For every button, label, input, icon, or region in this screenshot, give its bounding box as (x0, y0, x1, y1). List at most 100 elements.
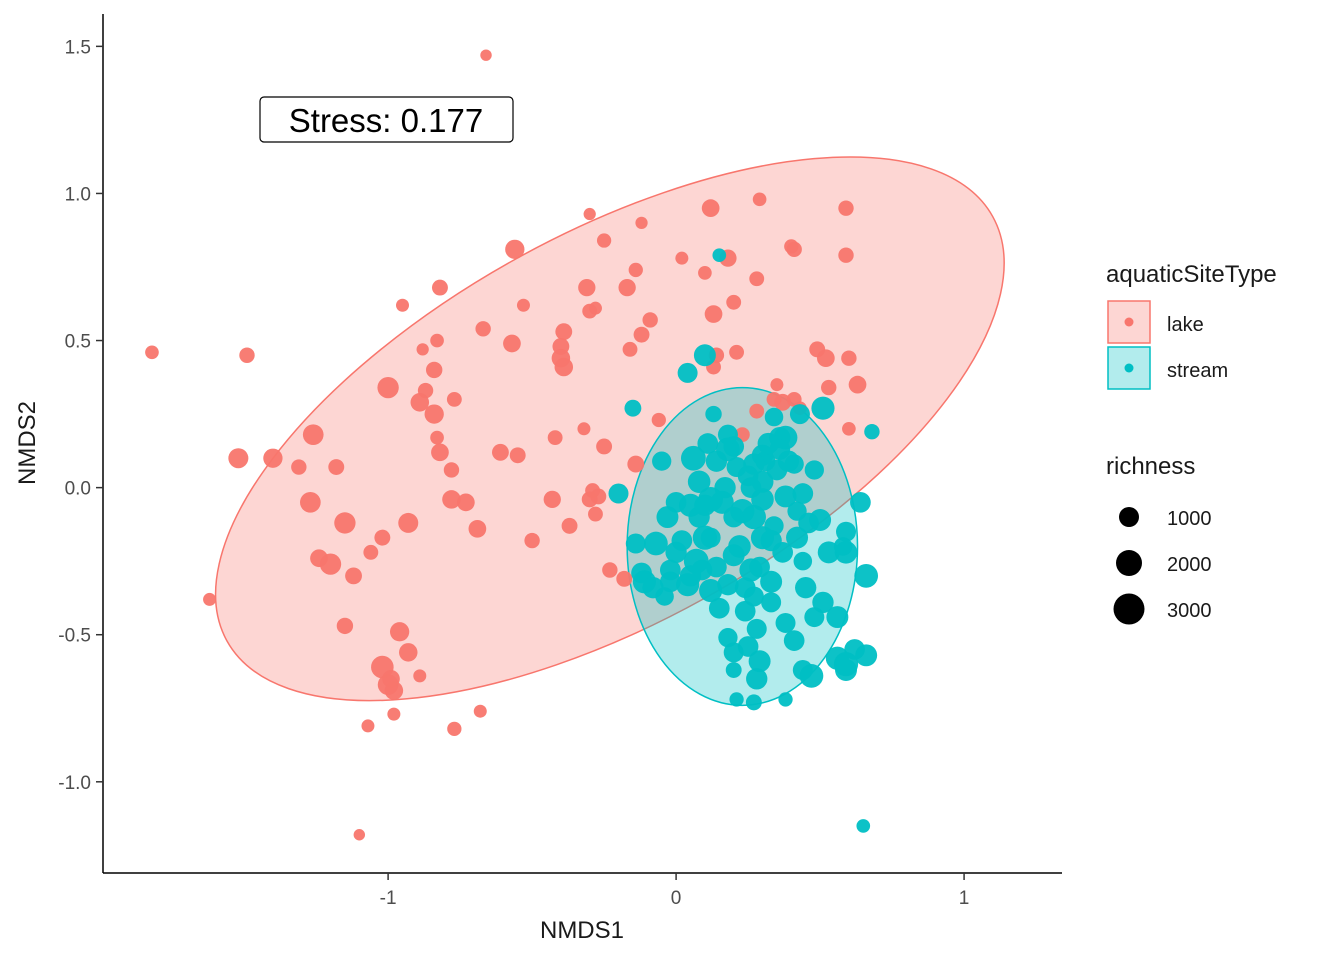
size-key-1000 (1119, 507, 1139, 527)
point-lake (726, 294, 742, 310)
legend-item-lake: lake (1107, 300, 1204, 344)
point-stream (717, 574, 739, 596)
stress-label-box (259, 96, 514, 143)
point-lake (361, 719, 375, 733)
point-stream (680, 445, 706, 471)
point-stream (726, 457, 747, 478)
point-lake (602, 562, 618, 578)
point-stream (625, 533, 646, 554)
y-axis-ticks: -1.0 -0.5 0.0 0.5 1.0 1.5 (58, 37, 103, 794)
confidence-ellipses (214, 156, 1005, 707)
y-axis-title: NMDS2 (14, 401, 41, 485)
point-lake (447, 721, 462, 736)
point-lake (334, 512, 356, 534)
point-stream (677, 362, 698, 383)
point-stream (811, 396, 835, 420)
x-axis-title: NMDS1 (540, 917, 624, 944)
point-stream (708, 597, 730, 619)
point-stream (697, 433, 719, 454)
point-stream (772, 542, 793, 563)
point-stream (722, 544, 745, 567)
y-tick-label: 0.5 (65, 332, 91, 353)
point-lake (353, 829, 366, 841)
point-stream (833, 537, 853, 556)
point-lake (399, 643, 418, 662)
point-stream (714, 476, 736, 499)
point-lake (228, 448, 249, 469)
scatter-points (145, 49, 880, 841)
point-lake (291, 459, 307, 475)
point-lake (675, 251, 689, 265)
point-lake (505, 239, 525, 259)
point-lake (145, 345, 159, 360)
point-stream (644, 531, 668, 556)
point-stream (671, 530, 693, 551)
point-stream (793, 551, 813, 571)
point-lake (583, 207, 596, 221)
point-lake (784, 239, 799, 254)
point-lake (622, 341, 638, 357)
point-lake (492, 443, 509, 461)
point-stream (786, 526, 809, 549)
y-tick-label: 1.5 (65, 37, 91, 58)
point-stream (812, 591, 834, 614)
point-lake (363, 544, 379, 560)
point-stream (854, 564, 879, 588)
point-lake (588, 301, 602, 315)
point-lake (616, 570, 633, 587)
point-stream (743, 453, 765, 475)
size-key-2000 (1116, 550, 1142, 576)
point-stream (804, 460, 824, 480)
point-lake (642, 312, 658, 328)
point-stream (694, 494, 716, 516)
point-lake (554, 357, 574, 377)
point-stream (789, 404, 810, 425)
point-lake (618, 278, 636, 297)
stress-annotation: Stress: 0.177 (259, 96, 514, 143)
point-stream (717, 424, 738, 445)
point-stream (687, 470, 711, 494)
point-lake (442, 490, 461, 509)
point-lake (635, 216, 648, 229)
point-lake (374, 529, 391, 546)
point-stream (795, 576, 817, 599)
point-lake (503, 334, 521, 353)
point-lake (430, 430, 444, 445)
point-lake (396, 298, 410, 312)
point-lake (443, 462, 460, 478)
point-lake (336, 617, 354, 635)
point-lake (627, 455, 645, 473)
point-lake (516, 298, 530, 312)
point-lake (328, 459, 345, 475)
point-stream (856, 819, 871, 833)
point-lake (821, 379, 837, 396)
point-lake (588, 506, 603, 522)
point-lake (413, 669, 427, 683)
point-lake (425, 361, 443, 379)
point-stream (705, 450, 728, 472)
point-lake (543, 490, 561, 509)
point-lake (842, 421, 856, 436)
x-tick-label: 1 (959, 888, 970, 909)
point-lake (698, 266, 712, 280)
size-label-2000: 2000 (1167, 554, 1212, 576)
size-legend-title: richness (1106, 453, 1195, 480)
point-stream (775, 612, 796, 633)
point-stream (746, 618, 767, 639)
color-legend: aquaticSiteType lake stream (1106, 261, 1277, 390)
x-axis-ticks: -1 0 1 (380, 873, 970, 909)
point-lake (816, 349, 835, 368)
point-lake (838, 247, 854, 263)
point-lake (651, 412, 666, 428)
point-lake (377, 376, 399, 399)
point-stream (774, 485, 797, 508)
point-stream (764, 407, 784, 427)
point-stream (799, 664, 824, 688)
point-lake (633, 326, 650, 343)
point-stream (850, 491, 871, 513)
point-lake (263, 448, 283, 468)
y-tick-label: 0.0 (65, 479, 91, 500)
point-stream (659, 559, 681, 581)
point-stream (864, 424, 880, 440)
point-lake (749, 271, 765, 287)
